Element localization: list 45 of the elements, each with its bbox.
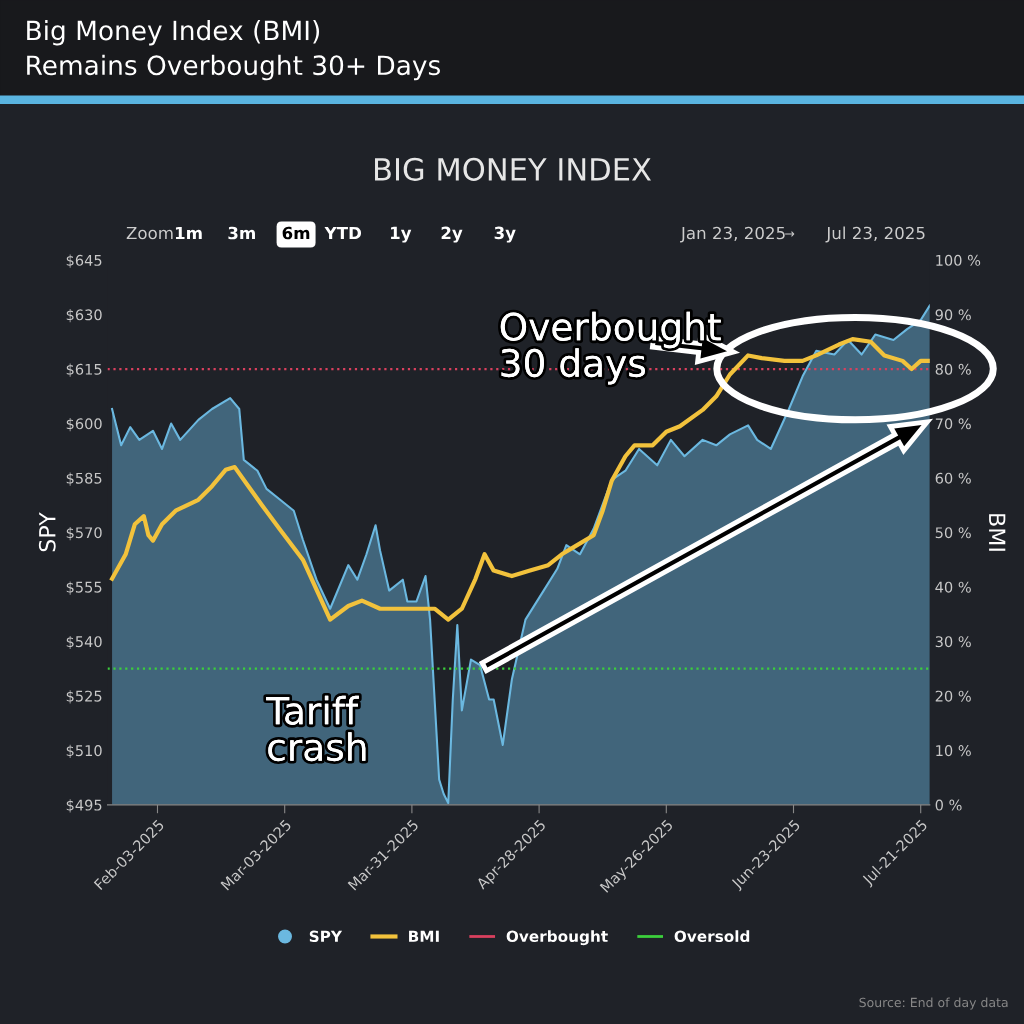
y-tick-label: $495: [66, 799, 102, 813]
legend-label: SPY: [309, 930, 343, 943]
y-tick-label: $525: [66, 690, 102, 704]
y2-tick-label: 40 %: [935, 581, 971, 593]
y-tick-label: $645: [66, 254, 102, 268]
legend-label: Oversold: [674, 930, 750, 943]
text: YTD: [324, 226, 362, 240]
y2-tick-label: 10 %: [936, 745, 971, 757]
y2-tick-label: 100 %: [936, 254, 981, 266]
y2-tick-label: 60 %: [935, 472, 971, 484]
y-axis-title: SPY: [38, 512, 56, 552]
chart-title: Big Money Index (BMI): [27, 20, 320, 46]
text: 2y: [441, 226, 463, 243]
text: Jan 23, 2025: [680, 226, 785, 243]
y2-tick-label: 30 %: [935, 636, 971, 648]
y-tick-label: $630: [66, 309, 102, 323]
text: Jul 23, 2025: [825, 226, 925, 243]
y-tick-label: $570: [66, 526, 102, 541]
y-tick-label: $510: [66, 744, 102, 759]
y2-tick-label: 50 %: [935, 527, 971, 539]
text: 6m: [282, 226, 310, 240]
y2-axis-title: BMI: [989, 514, 1006, 551]
annotation: Overbought 30 days: [500, 311, 721, 385]
source-note: Source: End of day data: [859, 997, 1008, 1010]
y-tick-label: $540: [66, 635, 102, 650]
y2-tick-label: 0 %: [935, 799, 962, 811]
text: 1y: [391, 226, 412, 243]
text: 3y: [494, 226, 516, 243]
text: 3m: [228, 226, 255, 240]
y2-tick-label: 20 %: [935, 690, 971, 702]
y2-tick-label: 80 %: [935, 363, 971, 375]
y2-tick-label: 90 %: [935, 309, 971, 321]
text: BIG MONEY INDEX: [375, 157, 652, 181]
y-tick-label: $600: [66, 417, 102, 432]
text: →: [785, 231, 795, 237]
annotation: Tariff crash: [266, 695, 366, 762]
legend-label: BMI: [409, 930, 439, 942]
chart-subtitle: Remains Overbought 30+ Days: [27, 54, 440, 81]
y-tick-label: $585: [66, 472, 102, 486]
y-tick-label: $615: [66, 363, 102, 377]
text: 1m: [175, 226, 202, 240]
y2-tick-label: 70 %: [935, 418, 971, 430]
legend-label: Overbought: [506, 930, 608, 946]
text: Zoom: [126, 226, 173, 240]
y-tick-label: $555: [66, 581, 102, 595]
